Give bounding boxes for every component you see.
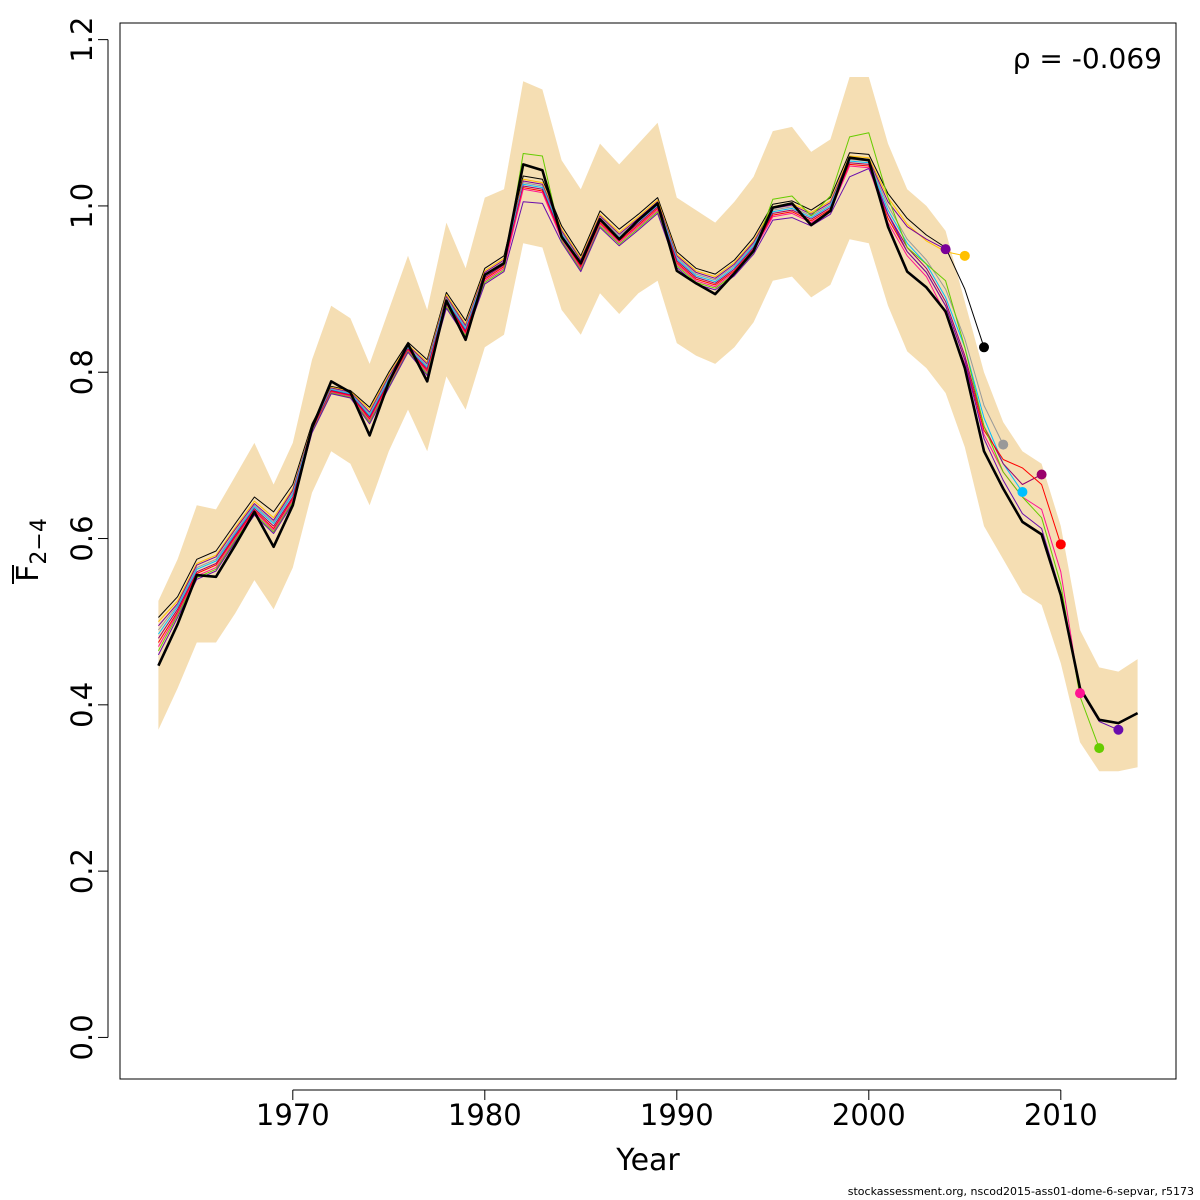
x-tick-label-1980: 1980 bbox=[448, 1098, 522, 1132]
terminal-point-3 bbox=[998, 439, 1009, 450]
y-tick-label-6: 1.2 bbox=[65, 17, 99, 63]
terminal-point-2 bbox=[979, 342, 989, 353]
y-tick-label-1: 0.2 bbox=[65, 848, 99, 894]
x-tick-label-2010: 2010 bbox=[1024, 1098, 1098, 1132]
y-tick-label-3: 0.6 bbox=[65, 515, 99, 561]
x-tick-label-1990: 1990 bbox=[640, 1098, 714, 1132]
terminal-point-1 bbox=[959, 250, 970, 261]
footer-credit: stockassessment.org, nscod2015-ass01-dom… bbox=[847, 1185, 1194, 1198]
terminal-point-5 bbox=[1036, 469, 1047, 480]
terminal-point-0 bbox=[940, 244, 951, 255]
y-tick-label-5: 1.0 bbox=[65, 183, 99, 229]
terminal-point-4 bbox=[1017, 486, 1028, 497]
confidence-band-layer bbox=[158, 77, 1138, 772]
terminal-point-7 bbox=[1075, 688, 1085, 699]
axes: 1970 1980 1990 2000 2010 0.0 0.2 0.4 0.6 0.8 1.0 1.… bbox=[65, 17, 1098, 1132]
terminal-point-9 bbox=[1113, 724, 1124, 735]
y-axis-title-subscript: 2−4 bbox=[27, 518, 52, 564]
series-line-peel-10 bbox=[157, 168, 1119, 731]
x-tick-label-1970: 1970 bbox=[256, 1098, 330, 1132]
series-line-peel-1 bbox=[158, 152, 985, 618]
terminal-points-layer bbox=[940, 244, 1124, 754]
rho-annotation: ρ = -0.069 bbox=[1013, 42, 1162, 75]
y-axis-title: F2−4 bbox=[11, 518, 52, 582]
y-axis-title-group: F2−4 bbox=[11, 518, 52, 584]
y-tick-label-4: 0.8 bbox=[65, 349, 99, 395]
x-axis-title: Year bbox=[615, 1143, 680, 1178]
x-tick-label-2000: 2000 bbox=[832, 1098, 906, 1132]
y-tick-label-2: 0.4 bbox=[65, 682, 99, 728]
series-line-final bbox=[157, 156, 1139, 725]
y-axis-title-main: F bbox=[11, 565, 46, 582]
terminal-point-6 bbox=[1055, 539, 1066, 550]
terminal-point-8 bbox=[1094, 743, 1105, 754]
confidence-band bbox=[158, 77, 1138, 772]
series-layer bbox=[157, 132, 1139, 749]
y-tick-label-0: 0.0 bbox=[65, 1014, 99, 1060]
plot-frame bbox=[119, 22, 1177, 1080]
